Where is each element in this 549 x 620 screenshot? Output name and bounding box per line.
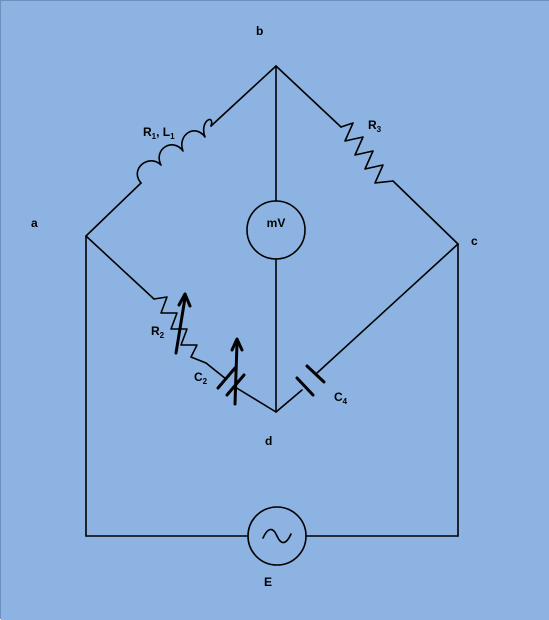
r3-zigzag bbox=[340, 122, 394, 184]
r1-l1-inductor-branch bbox=[85, 65, 277, 237]
label-r1-l1: R1, L1 bbox=[143, 125, 175, 141]
meter-branch bbox=[246, 65, 306, 413]
label-c2: C2 bbox=[194, 370, 208, 386]
node-label-d: d bbox=[265, 434, 272, 448]
node-label-b: b bbox=[256, 24, 263, 38]
node-label-c: c bbox=[471, 234, 478, 248]
c2-variable-arrow bbox=[233, 341, 239, 406]
r2-variable-arrow bbox=[174, 296, 187, 355]
c2-plate-1 bbox=[216, 366, 237, 390]
label-source: E bbox=[264, 575, 272, 589]
c4-branch bbox=[275, 243, 459, 413]
c4-plate-2 bbox=[305, 364, 326, 384]
c4-plate-1 bbox=[295, 376, 315, 397]
label-meter: mV bbox=[267, 216, 286, 230]
label-r3: R3 bbox=[368, 118, 382, 134]
label-c4: C4 bbox=[334, 390, 348, 406]
source-branch bbox=[85, 235, 459, 566]
r2-c2-branch bbox=[85, 235, 277, 413]
ac-sine-symbol bbox=[262, 528, 292, 544]
inductor-coil bbox=[136, 118, 213, 184]
node-label-a: a bbox=[31, 216, 38, 230]
r3-resistor-branch bbox=[275, 65, 459, 245]
label-r2: R2 bbox=[151, 324, 165, 340]
